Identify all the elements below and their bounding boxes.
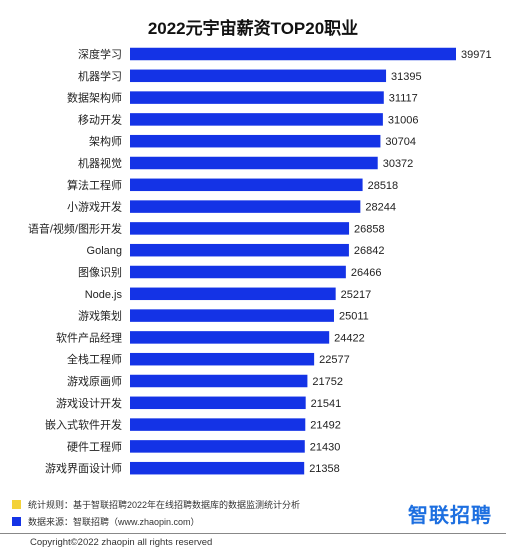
bar <box>130 287 336 301</box>
bar <box>130 200 361 213</box>
bar <box>130 222 350 235</box>
category-label: 图像识别 <box>78 266 122 279</box>
category-label: 语音/视频/图形开发 <box>28 221 122 235</box>
value-label: 21358 <box>309 463 340 475</box>
value-label: 26842 <box>354 245 385 257</box>
category-label: Golang <box>87 245 122 257</box>
value-label: 31006 <box>388 114 419 126</box>
value-label: 39971 <box>461 49 492 61</box>
value-label: 22577 <box>319 354 350 366</box>
category-label: 深度学习 <box>78 47 122 61</box>
bar <box>130 440 305 453</box>
bar-chart: 深度学习 39971 机器学习 31395 数据架构师 31117 移动开发 31006 架构师… <box>28 47 492 475</box>
category-label: 游戏原画师 <box>67 375 122 388</box>
category-label: 小游戏开发 <box>67 200 122 214</box>
bar <box>130 243 349 257</box>
bar <box>130 396 306 410</box>
value-label: 26466 <box>351 267 382 279</box>
value-label: 25217 <box>341 289 372 301</box>
bar <box>130 113 383 126</box>
note-source-text: 数据来源：智联招聘（www.zhaopin.com） <box>28 516 200 527</box>
category-label: 游戏设计开发 <box>56 396 122 410</box>
category-label: 移动开发 <box>78 112 122 126</box>
zhaopin-logo: 智联招聘 <box>408 505 492 527</box>
value-label: 21492 <box>310 420 341 432</box>
bar <box>130 374 308 388</box>
bar <box>130 69 387 83</box>
note-rule-swatch <box>12 499 21 509</box>
category-label: 机器视觉 <box>78 156 122 170</box>
bar <box>130 418 306 431</box>
value-label: 28244 <box>365 202 396 214</box>
value-label: 31395 <box>391 71 422 83</box>
note-source: 数据来源：智联招聘（www.zhaopin.com） <box>12 514 300 528</box>
value-label: 24422 <box>334 332 365 344</box>
category-label: 全栈工程师 <box>67 352 122 366</box>
bar <box>130 352 315 366</box>
bar <box>130 91 384 104</box>
bar <box>130 309 334 322</box>
value-label: 21752 <box>312 376 343 388</box>
value-label: 26858 <box>354 223 385 235</box>
value-label: 31117 <box>389 93 418 105</box>
category-label: Node.js <box>85 289 123 301</box>
value-label: 30704 <box>385 136 416 148</box>
category-label: 软件产品经理 <box>56 330 122 344</box>
bar <box>130 331 330 344</box>
value-label: 25011 <box>339 311 369 323</box>
category-label: 机器学习 <box>78 69 122 83</box>
bar <box>130 265 346 279</box>
bar <box>130 47 456 61</box>
value-label: 28518 <box>368 180 399 192</box>
category-label: 数据架构师 <box>67 91 122 105</box>
bar <box>130 461 305 475</box>
chart-title: 2022元宇宙薪资TOP20职业 <box>147 19 359 38</box>
bar <box>130 178 363 192</box>
footer-divider <box>0 533 506 534</box>
bar <box>130 156 378 170</box>
category-label: 算法工程师 <box>67 178 122 192</box>
copyright-text: Copyright©2022 zhaopin all rights reserv… <box>30 537 213 548</box>
category-label: 游戏策划 <box>78 309 122 323</box>
category-label: 嵌入式软件开发 <box>45 418 122 432</box>
value-label: 21430 <box>310 441 341 453</box>
category-label: 游戏界面设计师 <box>45 462 122 475</box>
value-label: 21541 <box>311 398 342 410</box>
note-source-swatch <box>12 516 21 526</box>
note-rule-text: 统计规则：基于智联招聘2022年在线招聘数据库的数据监测统计分析 <box>28 499 301 510</box>
value-label: 30372 <box>383 158 414 170</box>
bar <box>130 134 381 148</box>
category-label: 硬件工程师 <box>67 440 122 453</box>
chart-notes: 统计规则：基于智联招聘2022年在线招聘数据库的数据监测统计分析 数据来源：智联… <box>12 497 300 531</box>
note-rule: 统计规则：基于智联招聘2022年在线招聘数据库的数据监测统计分析 <box>12 497 300 511</box>
category-label: 架构师 <box>89 134 122 148</box>
